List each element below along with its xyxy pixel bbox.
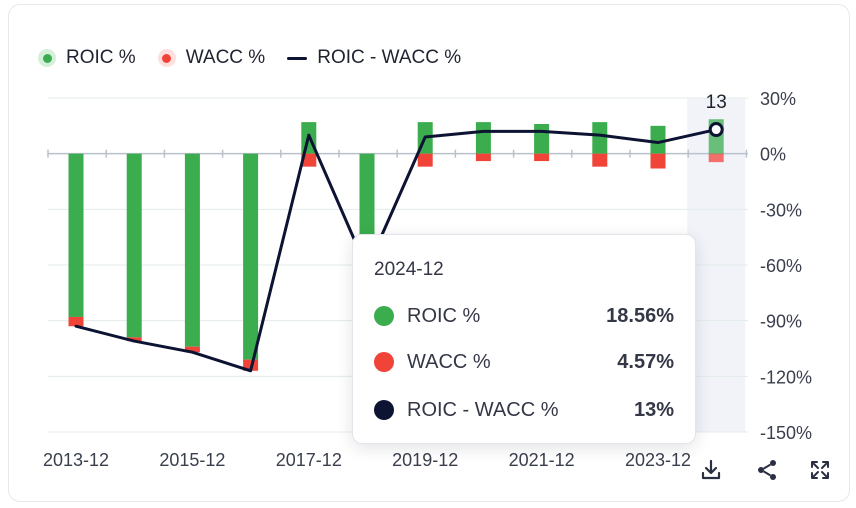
legend-item-spread[interactable]: ROIC - WACC % (287, 47, 461, 69)
roic-bar (475, 122, 491, 154)
roic-bar (243, 153, 259, 360)
legend-roic-label: ROIC % (66, 47, 136, 68)
wacc-bar (417, 153, 433, 167)
tooltip-wacc-value: 4.57% (617, 350, 674, 373)
tooltip-wacc-dot (374, 352, 394, 372)
tooltip-roic-value: 18.56% (606, 304, 674, 327)
roic-bar (592, 122, 608, 154)
wacc-bar (184, 346, 200, 353)
legend-spread-label: ROIC - WACC % (317, 47, 462, 68)
wacc-bar (301, 153, 317, 167)
chart-legend: ROIC % WACC % ROIC - WACC % (38, 46, 461, 70)
tooltip-row-wacc: WACC % 4.57% (374, 348, 674, 376)
wacc-bar (126, 337, 142, 342)
legend-spread-marker (287, 56, 308, 60)
legend-roic-marker (38, 49, 56, 67)
roic-bar (68, 153, 84, 317)
x-tick-label: 2013-12 (43, 450, 109, 470)
tooltip-spread-value: 13% (633, 398, 674, 421)
fullscreen-icon (811, 461, 829, 479)
tooltip-row-roic: ROIC % 18.56% (374, 302, 674, 330)
spread-data-label: 13 (706, 92, 727, 113)
spread-highlight-point (708, 122, 724, 138)
x-tick-label: 2023-12 (625, 450, 691, 470)
tooltip-title: 2024-12 (374, 259, 444, 280)
tooltip-roic-label: ROIC % (407, 304, 481, 327)
chart-tooltip: 2024-12 ROIC % 18.56% WACC % 4.57% ROIC … (352, 234, 696, 444)
wacc-bar (592, 153, 608, 167)
roic-bar (650, 125, 666, 154)
roic-bar (126, 153, 142, 338)
y-tick-label: -150% (760, 423, 812, 443)
x-tick-label: 2021-12 (509, 450, 575, 470)
share-icon (758, 460, 776, 480)
wacc-bar (534, 153, 550, 162)
x-tick-label: 2019-12 (392, 450, 458, 470)
y-tick-label: -90% (760, 312, 802, 332)
wacc-bar (650, 153, 666, 169)
wacc-bar (68, 316, 84, 327)
download-icon (701, 459, 721, 480)
y-tick-label: 30% (760, 89, 796, 109)
x-tick-label: 2015-12 (159, 450, 225, 470)
legend-item-wacc[interactable]: WACC % (157, 47, 266, 69)
roic-bar (184, 153, 200, 347)
tooltip-row-spread: ROIC - WACC % 13% (374, 396, 674, 424)
wacc-bar (708, 153, 724, 163)
spread-line (74, 128, 718, 373)
tooltip-roic-dot (374, 306, 394, 326)
tooltip-spread-dot (374, 400, 394, 420)
y-tick-label: -60% (760, 256, 802, 276)
share-button[interactable] (751, 454, 783, 486)
legend-wacc-marker (157, 49, 176, 67)
x-tick-label: 2017-12 (276, 450, 342, 470)
wacc-bar (475, 153, 491, 162)
y-tick-label: 0% (760, 145, 786, 165)
tooltip-spread-label: ROIC - WACC % (407, 398, 559, 421)
roic-bar (534, 123, 550, 154)
y-tick-label: -30% (760, 200, 802, 220)
download-button[interactable] (695, 454, 727, 486)
tooltip-wacc-label: WACC % (407, 350, 491, 373)
y-tick-label: -120% (760, 367, 812, 387)
fullscreen-button[interactable] (804, 454, 836, 486)
legend-item-roic[interactable]: ROIC % (38, 47, 136, 69)
legend-wacc-label: WACC % (185, 47, 266, 68)
